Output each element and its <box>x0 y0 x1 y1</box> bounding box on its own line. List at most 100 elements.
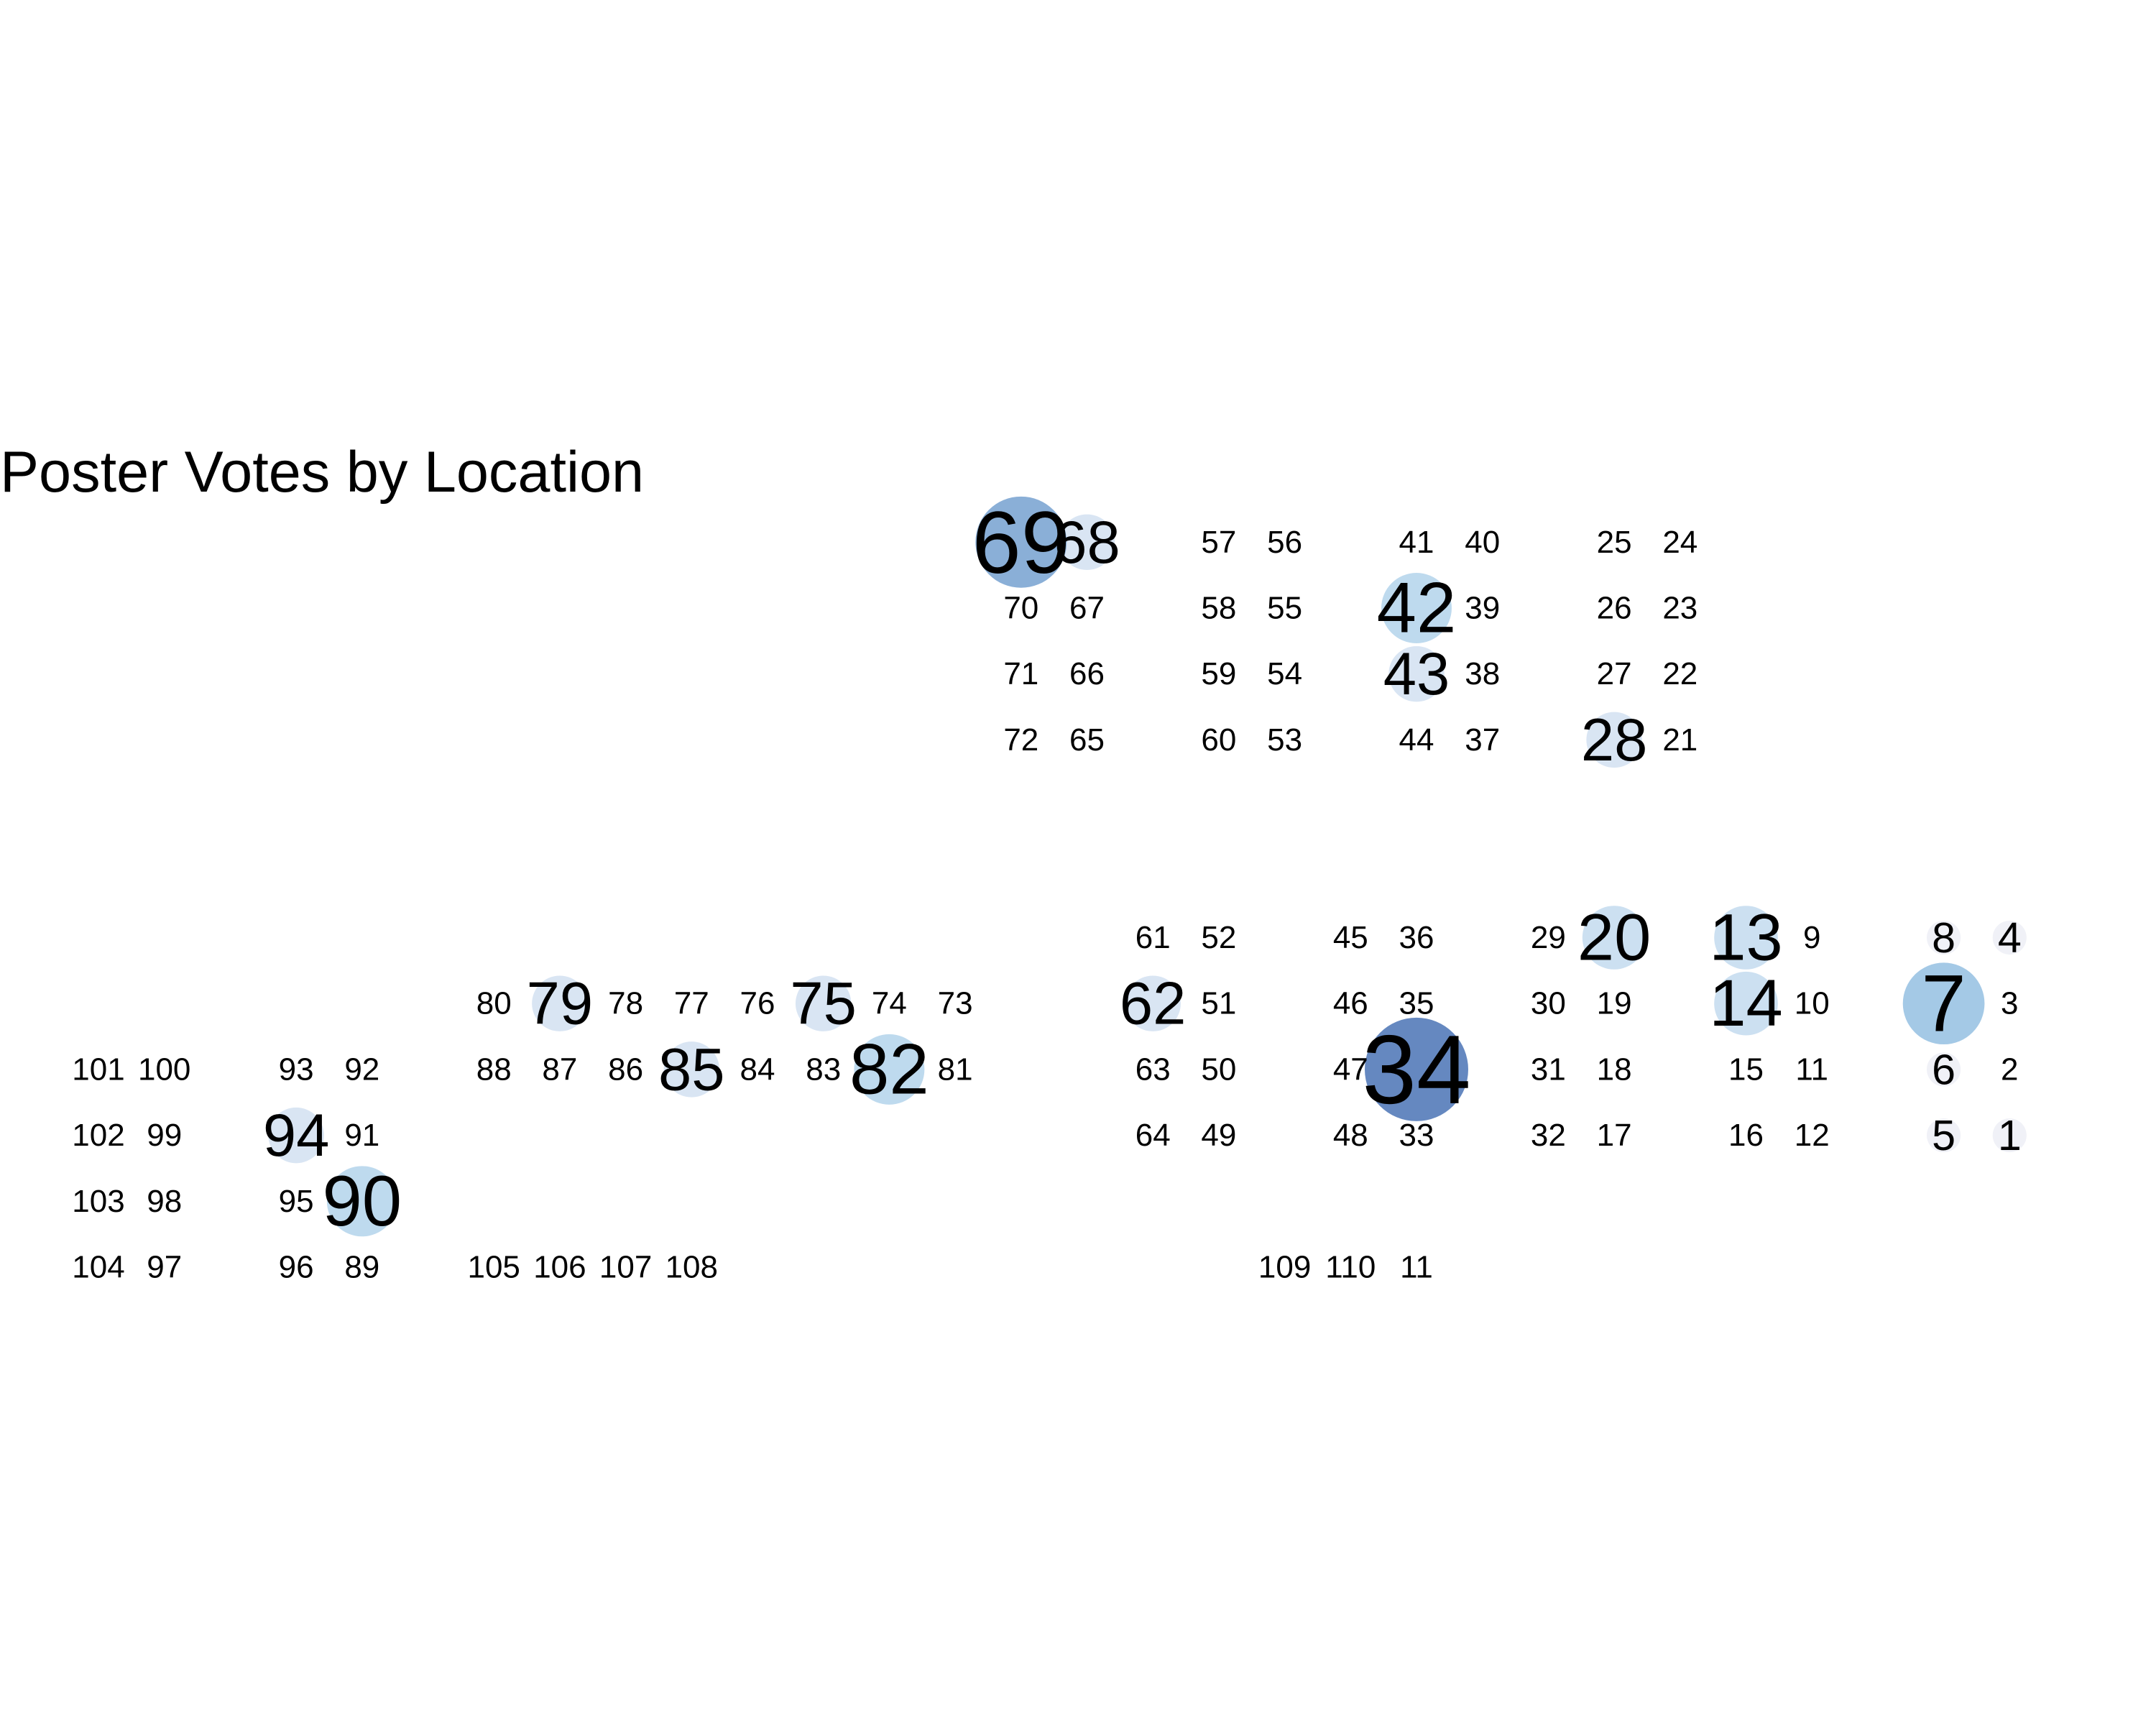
poster-label-98: 98 <box>147 1184 182 1219</box>
vote-marker-28 <box>1586 712 1642 768</box>
poster-label-46: 46 <box>1333 986 1368 1021</box>
poster-label-23: 23 <box>1662 591 1697 626</box>
poster-label-35: 35 <box>1399 986 1434 1021</box>
poster-label-41: 41 <box>1399 525 1434 560</box>
poster-label-102: 102 <box>72 1118 124 1153</box>
poster-label-69: 69 <box>972 493 1070 592</box>
poster-label-33: 33 <box>1399 1118 1434 1153</box>
vote-marker-34 <box>1365 1017 1468 1121</box>
vote-marker-4 <box>1992 920 2027 955</box>
poster-label-52: 52 <box>1201 920 1236 955</box>
vote-marker-90 <box>326 1166 397 1237</box>
poster-label-10: 10 <box>1795 986 1830 1021</box>
poster-label-26: 26 <box>1597 591 1632 626</box>
poster-label-107: 107 <box>599 1250 652 1285</box>
vote-marker-6 <box>1927 1052 1961 1087</box>
poster-label-43: 43 <box>1383 640 1450 707</box>
poster-label-94: 94 <box>263 1102 330 1169</box>
poster-label-32: 32 <box>1531 1118 1566 1153</box>
poster-label-55: 55 <box>1267 591 1302 626</box>
poster-label-37: 37 <box>1465 722 1500 758</box>
poster-label-7: 7 <box>1921 959 1966 1049</box>
vote-marker-42 <box>1381 573 1452 643</box>
poster-label-36: 36 <box>1399 920 1434 955</box>
poster-label-28: 28 <box>1581 707 1648 773</box>
poster-label-11: 11 <box>1400 1250 1433 1285</box>
poster-label-99: 99 <box>147 1118 182 1153</box>
poster-label-81: 81 <box>938 1052 973 1087</box>
poster-label-84: 84 <box>740 1052 775 1087</box>
poster-label-72: 72 <box>1003 722 1038 758</box>
poster-label-57: 57 <box>1201 525 1236 560</box>
chart-title: Poster Votes by Location <box>0 440 644 505</box>
poster-label-61: 61 <box>1135 920 1171 955</box>
poster-label-90: 90 <box>322 1162 402 1241</box>
poster-label-73: 73 <box>938 986 973 1021</box>
poster-label-92: 92 <box>344 1052 379 1087</box>
vote-markers <box>268 496 2027 1237</box>
poster-label-79: 79 <box>527 970 594 1037</box>
poster-label-12: 12 <box>1795 1118 1830 1153</box>
poster-label-77: 77 <box>674 986 709 1021</box>
poster-label-5: 5 <box>1932 1111 1955 1159</box>
poster-label-17: 17 <box>1597 1118 1632 1153</box>
poster-label-30: 30 <box>1531 986 1566 1021</box>
poster-label-83: 83 <box>806 1052 841 1087</box>
poster-label-78: 78 <box>608 986 643 1021</box>
vote-marker-14 <box>1714 971 1778 1036</box>
poster-label-88: 88 <box>476 1052 512 1087</box>
vote-marker-68 <box>1059 514 1115 571</box>
poster-label-15: 15 <box>1728 1052 1764 1087</box>
poster-label-40: 40 <box>1465 525 1500 560</box>
poster-label-95: 95 <box>279 1184 314 1219</box>
poster-label-48: 48 <box>1333 1118 1368 1153</box>
poster-label-3: 3 <box>2001 986 2018 1021</box>
poster-label-87: 87 <box>542 1052 577 1087</box>
poster-label-60: 60 <box>1201 722 1236 758</box>
poster-label-96: 96 <box>279 1250 314 1285</box>
poster-label-20: 20 <box>1577 901 1651 975</box>
poster-label-75: 75 <box>790 970 857 1037</box>
poster-label-4: 4 <box>1998 914 2022 962</box>
poster-label-42: 42 <box>1377 569 1457 648</box>
poster-label-108: 108 <box>665 1250 718 1285</box>
poster-label-58: 58 <box>1201 591 1236 626</box>
poster-label-80: 80 <box>476 986 512 1021</box>
poster-label-70: 70 <box>1003 591 1038 626</box>
vote-marker-43 <box>1388 645 1445 702</box>
poster-label-25: 25 <box>1597 525 1632 560</box>
poster-label-34: 34 <box>1362 1015 1470 1124</box>
poster-label-21: 21 <box>1662 722 1697 758</box>
poster-label-38: 38 <box>1465 656 1500 691</box>
poster-label-29: 29 <box>1531 920 1566 955</box>
poster-label-66: 66 <box>1069 656 1105 691</box>
poster-label-56: 56 <box>1267 525 1302 560</box>
poster-label-27: 27 <box>1597 656 1632 691</box>
poster-label-45: 45 <box>1333 920 1368 955</box>
poster-label-51: 51 <box>1201 986 1236 1021</box>
poster-label-59: 59 <box>1201 656 1236 691</box>
vote-marker-79 <box>532 975 588 1031</box>
poster-label-19: 19 <box>1597 986 1632 1021</box>
poster-label-110: 110 <box>1325 1250 1376 1285</box>
poster-label-91: 91 <box>344 1118 379 1153</box>
vote-marker-20 <box>1582 906 1646 970</box>
poster-label-9: 9 <box>1803 920 1820 955</box>
poster-label-22: 22 <box>1662 656 1697 691</box>
poster-label-86: 86 <box>608 1052 643 1087</box>
poster-label-65: 65 <box>1069 722 1105 758</box>
poster-label-106: 106 <box>533 1250 586 1285</box>
poster-labels: 1234567891011121314151617181920212223242… <box>72 493 2021 1285</box>
poster-label-89: 89 <box>344 1250 379 1285</box>
poster-label-6: 6 <box>1932 1045 1955 1093</box>
poster-label-105: 105 <box>467 1250 520 1285</box>
vote-marker-69 <box>975 496 1067 588</box>
vote-marker-82 <box>854 1034 925 1105</box>
poster-label-31: 31 <box>1531 1052 1566 1087</box>
poster-label-8: 8 <box>1932 914 1955 962</box>
vote-marker-94 <box>268 1107 324 1164</box>
vote-marker-85 <box>663 1041 720 1098</box>
poster-label-63: 63 <box>1135 1052 1171 1087</box>
poster-label-49: 49 <box>1201 1118 1236 1153</box>
poster-label-2: 2 <box>2001 1052 2018 1087</box>
